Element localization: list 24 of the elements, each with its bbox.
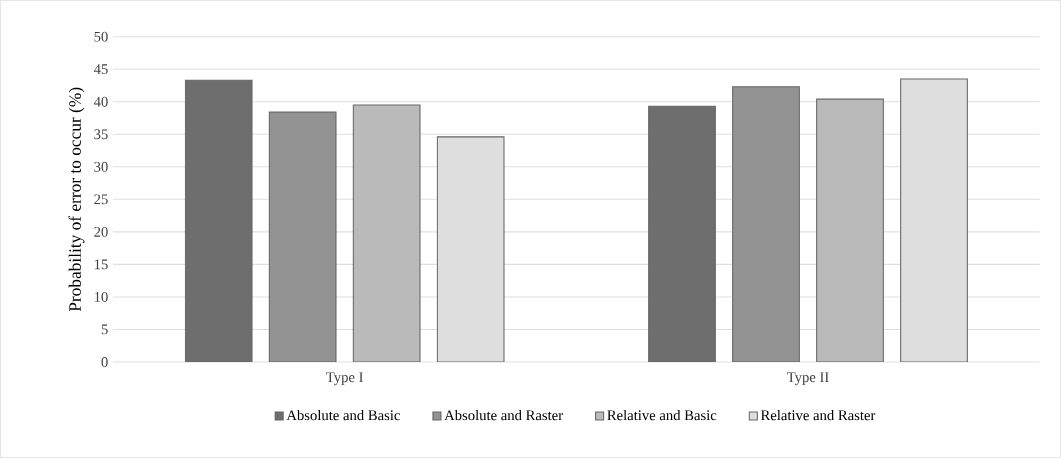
bar [732, 86, 800, 362]
legend-label: Absolute and Basic [286, 409, 400, 421]
y-tick-label: 0 [101, 357, 108, 367]
x-tick-label: Type II [787, 372, 829, 386]
y-tick-label: 25 [94, 194, 108, 205]
y-tick-label: 10 [94, 291, 108, 302]
y-tick-label: 50 [94, 31, 108, 42]
bar [352, 104, 421, 362]
y-tick-label: 40 [93, 96, 108, 107]
y-tick-label: 30 [94, 161, 108, 172]
legend-label: Absolute and Raster [444, 409, 563, 421]
legend-label: Relative and Raster [760, 409, 876, 421]
legend-label: Relative and Basic [607, 409, 717, 421]
bar [268, 111, 337, 362]
y-axis-title: Probability of error to occur (%) [68, 87, 85, 312]
y-tick-label: 20 [94, 226, 108, 237]
y-tick-label: 45 [93, 64, 108, 75]
x-tick-label: Type I [326, 372, 363, 386]
y-tick-label: 35 [94, 129, 108, 140]
y-tick-label: 5 [101, 324, 108, 335]
bar [648, 105, 716, 362]
y-tick-label: 15 [94, 259, 108, 270]
bar [184, 79, 253, 362]
bar [816, 98, 884, 362]
